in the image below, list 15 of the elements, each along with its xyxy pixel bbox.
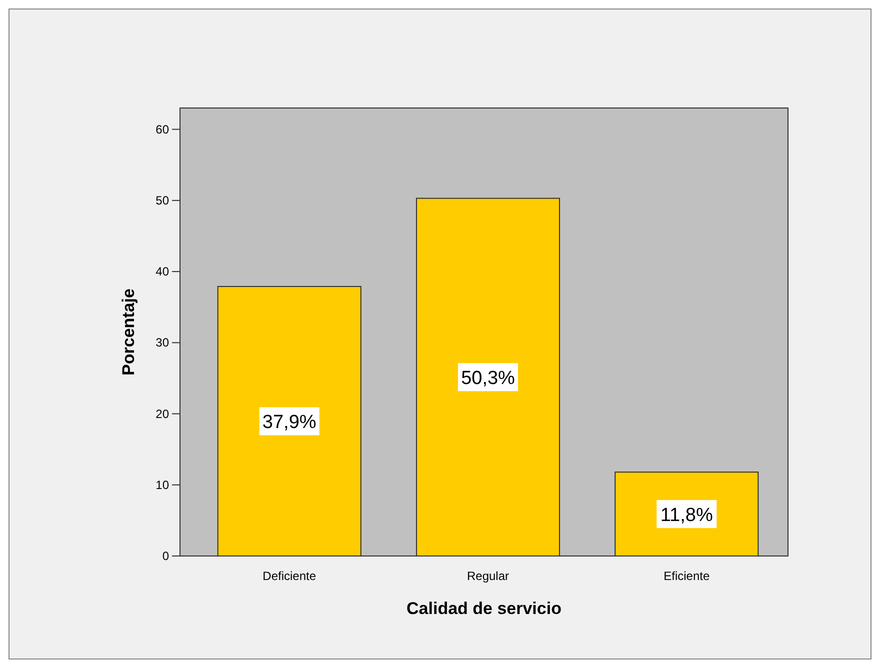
y-tick-label: 40 (156, 264, 170, 279)
x-tick-label: Deficiente (262, 569, 316, 583)
y-tick-label: 10 (156, 478, 170, 492)
y-tick-label: 0 (162, 549, 170, 563)
data-label: 37,9% (262, 412, 316, 434)
x-tick-label: Eficiente (664, 569, 710, 583)
y-tick-label: 50 (156, 193, 170, 208)
x-axis-title: Calidad de servicio (406, 599, 562, 618)
x-tick-label: Regular (466, 569, 510, 583)
data-label: 50,3% (461, 368, 516, 390)
y-tick-label: 30 (156, 336, 170, 350)
data-label: 11,8% (660, 505, 713, 526)
y-tick-label: 60 (156, 122, 170, 136)
y-tick-label: 20 (156, 406, 170, 421)
y-axis-title: Porcentaje (119, 288, 138, 376)
